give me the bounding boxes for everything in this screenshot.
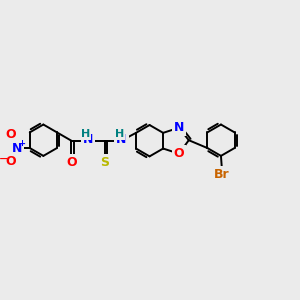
- Text: Br: Br: [214, 168, 230, 181]
- Text: H: H: [115, 129, 124, 139]
- Text: O: O: [6, 128, 16, 141]
- Text: N: N: [116, 133, 127, 146]
- Text: −: −: [0, 154, 8, 164]
- Text: S: S: [100, 156, 109, 169]
- Text: O: O: [174, 147, 184, 160]
- Text: N: N: [174, 121, 184, 134]
- Text: N: N: [83, 133, 93, 146]
- Text: H: H: [81, 129, 91, 139]
- Text: O: O: [66, 156, 77, 169]
- Text: O: O: [6, 155, 16, 168]
- Text: N: N: [12, 142, 22, 154]
- Text: +: +: [19, 139, 26, 148]
